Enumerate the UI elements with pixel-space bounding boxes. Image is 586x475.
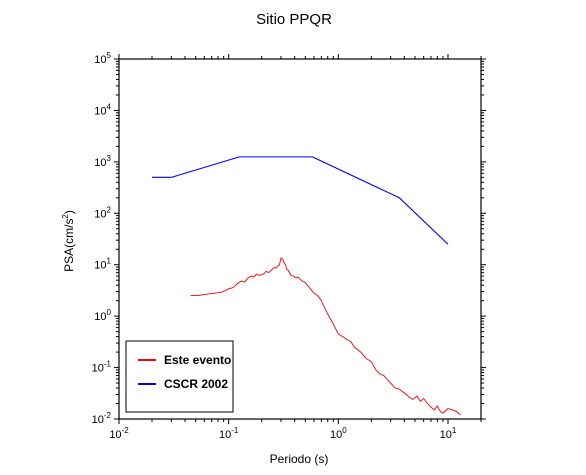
y-tick-label: 101 <box>94 257 111 272</box>
y-tick-label-exp: -1 <box>104 360 112 369</box>
x-tick-label: 10-2 <box>109 426 129 441</box>
x-tick-label-base: 10 <box>440 429 452 441</box>
y-tick-label-exp: 3 <box>107 154 112 163</box>
y-tick-label-base: 10 <box>94 157 106 169</box>
y-tick-label-exp: 5 <box>107 51 112 60</box>
series-line-este-evento <box>190 257 461 416</box>
y-tick-label-base: 10 <box>94 105 106 117</box>
y-tick-label: 105 <box>94 51 111 66</box>
y-tick-label-base: 10 <box>94 208 106 220</box>
x-tick-label-base: 10 <box>219 429 231 441</box>
x-tick-label-base: 10 <box>109 429 121 441</box>
y-tick-label: 104 <box>94 102 111 117</box>
chart-title: Sitio PPQR <box>256 11 332 28</box>
y-tick-label-exp: 2 <box>107 205 112 214</box>
legend-box <box>125 340 234 413</box>
y-tick-label: 10-1 <box>92 360 112 375</box>
y-axis-title-sup: 2 <box>61 214 70 219</box>
y-tick-label: 100 <box>94 308 111 323</box>
y-tick-label-base: 10 <box>94 54 106 66</box>
y-tick-label-base: 10 <box>92 363 104 375</box>
x-tick-label-base: 10 <box>330 429 342 441</box>
y-tick-label-exp: 0 <box>107 308 112 317</box>
plot-border <box>118 58 482 420</box>
legend-label-este-evento: Este evento <box>164 353 231 367</box>
x-ticks: 10-2 10-1 100 101 <box>109 54 482 441</box>
y-tick-label-base: 10 <box>92 414 104 426</box>
x-tick-label: 100 <box>330 426 347 441</box>
y-axis-title-close: ) <box>62 210 76 214</box>
x-tick-label-exp: 1 <box>452 426 457 435</box>
x-tick-label-exp: 0 <box>342 426 347 435</box>
y-tick-label-base: 10 <box>94 260 106 272</box>
series-layer <box>152 156 461 416</box>
y-tick-label-exp: 4 <box>107 102 112 111</box>
y-tick-label: 102 <box>94 205 111 220</box>
x-tick-label: 10-1 <box>219 426 239 441</box>
y-tick-label: 103 <box>94 154 111 169</box>
y-tick-label: 10-2 <box>92 411 112 426</box>
y-tick-label-exp: 1 <box>107 257 112 266</box>
y-tick-label-base: 10 <box>94 311 106 323</box>
x-tick-label-exp: -1 <box>231 426 239 435</box>
y-tick-label-exp: -2 <box>104 411 112 420</box>
x-tick-label-exp: -2 <box>122 426 130 435</box>
x-axis-title: Periodo (s) <box>270 452 329 466</box>
legend: Este evento CSCR 2002 <box>125 340 234 413</box>
legend-label-cscr-2002: CSCR 2002 <box>164 377 228 391</box>
y-axis-title: PSA(cm/s2) <box>61 210 76 272</box>
y-axis-title-main: PSA(cm/s <box>62 219 76 272</box>
series-line-cscr-2002 <box>152 156 449 245</box>
x-tick-label: 101 <box>440 426 457 441</box>
